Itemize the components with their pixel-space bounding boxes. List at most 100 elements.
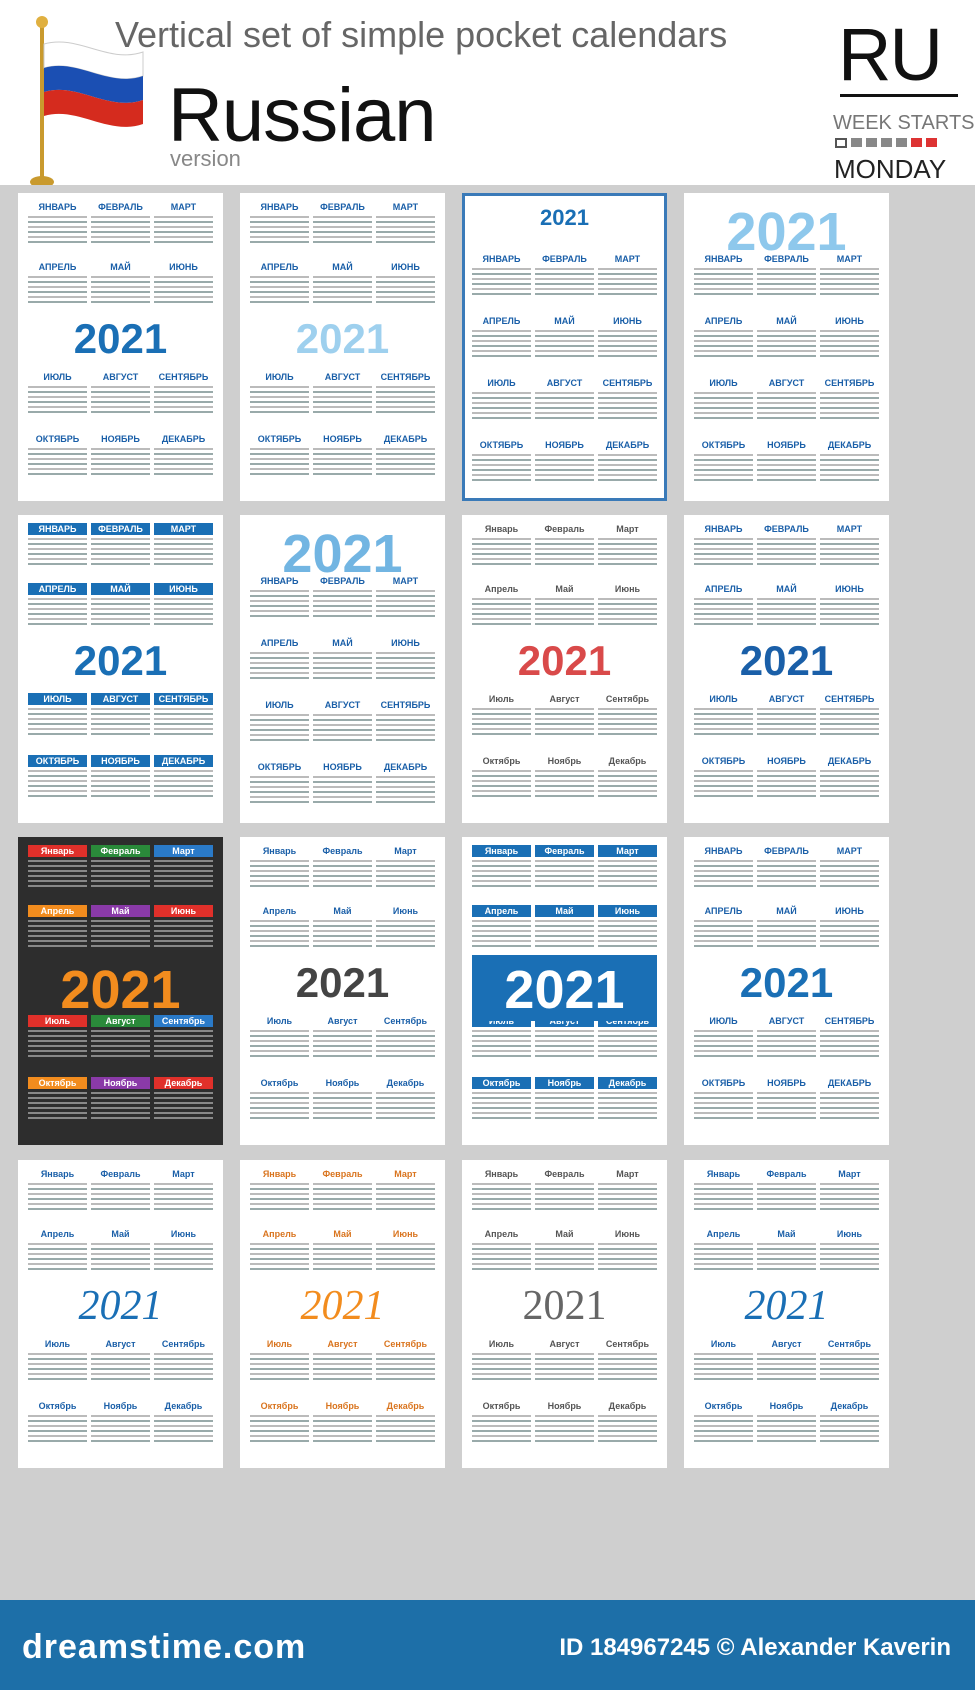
week-line [91, 925, 150, 927]
day-grid [250, 276, 309, 303]
week-line [376, 1440, 435, 1442]
day-grid [598, 920, 657, 947]
week-line [250, 406, 309, 408]
month-name: МАРТ [614, 254, 641, 264]
week-line [91, 401, 150, 403]
week-line [757, 454, 816, 456]
week-line [757, 1055, 816, 1057]
day-grid [820, 1030, 879, 1057]
week-line [598, 1363, 657, 1365]
week-line [376, 930, 435, 932]
month-row: Январь Февраль Март [240, 845, 445, 890]
week-line [535, 728, 594, 730]
day-grid [28, 708, 87, 735]
week-line [598, 1203, 657, 1205]
week-line [535, 538, 594, 540]
week-line [757, 860, 816, 862]
week-line [250, 216, 309, 218]
week-line [820, 459, 879, 461]
week-line [535, 1373, 594, 1375]
week-line [28, 216, 87, 218]
calendar-card: ЯНВАРЬ ФЕВРАЛЬ МАРТ АПРЕЛЬ МАЙ ИЮНЬ ИЮЛЬ АВГУСТ… [240, 515, 445, 823]
month-name: Сентябрь [383, 1339, 428, 1349]
week-line [694, 1420, 753, 1422]
month-name: ДЕКАБРЬ [383, 762, 428, 772]
week-line [694, 718, 753, 720]
week-line [598, 1035, 657, 1037]
month-block: МАРТ [154, 201, 213, 246]
month-name: Апрель [40, 1229, 75, 1239]
day-grid [694, 1243, 753, 1270]
week-line [376, 391, 435, 393]
week-line [472, 293, 531, 295]
month-block: ОКТЯБРЬ [28, 755, 87, 800]
month-block: Декабрь [598, 1077, 657, 1122]
day-grid [598, 860, 657, 887]
week-line [598, 920, 657, 922]
week-line [91, 770, 150, 772]
week-line [91, 733, 150, 735]
week-line [757, 553, 816, 555]
month-row: Июль Август Сентябрь [462, 1338, 667, 1383]
week-line [250, 276, 309, 278]
day-marker [881, 138, 892, 147]
month-row: ОКТЯБРЬ НОЯБРЬ ДЕКАБРЬ [684, 439, 889, 484]
day-grid [598, 770, 657, 797]
month-block: ДЕКАБРЬ [376, 761, 435, 806]
week-line [535, 1248, 594, 1250]
week-line [376, 1208, 435, 1210]
week-line [757, 925, 816, 927]
week-line [250, 1243, 309, 1245]
week-line [250, 1435, 309, 1437]
month-name: СЕНТЯБРЬ [380, 700, 431, 710]
week-line [376, 1045, 435, 1047]
week-line [28, 448, 87, 450]
week-line [694, 278, 753, 280]
week-line [757, 278, 816, 280]
week-line [28, 291, 87, 293]
week-line [91, 458, 150, 460]
week-line [154, 785, 213, 787]
month-name: Сентябрь [827, 1339, 872, 1349]
week-line [598, 860, 657, 862]
week-line [598, 1268, 657, 1270]
week-line [28, 780, 87, 782]
week-line [535, 790, 594, 792]
week-line [757, 293, 816, 295]
week-line [598, 459, 657, 461]
month-block: Октябрь [28, 1077, 87, 1122]
week-line [598, 1092, 657, 1094]
year-label: 2021 [73, 637, 168, 684]
week-line [694, 775, 753, 777]
month-name: МАЙ [91, 583, 150, 595]
week-line [820, 1193, 879, 1195]
week-line [91, 785, 150, 787]
month-block: Октябрь [694, 1400, 753, 1445]
week-line [154, 880, 213, 882]
month-name: Февраль [766, 1169, 807, 1179]
week-line [757, 790, 816, 792]
week-line [535, 865, 594, 867]
week-line [820, 1050, 879, 1052]
week-line [694, 1268, 753, 1270]
month-row: АПРЕЛЬ МАЙ ИЮНЬ [18, 583, 223, 628]
week-line [535, 1055, 594, 1057]
month-block: Декабрь [598, 1400, 657, 1445]
week-line [472, 1030, 531, 1032]
month-block: ИЮЛЬ [694, 377, 753, 422]
week-line [535, 1430, 594, 1432]
week-line [757, 1040, 816, 1042]
week-line [91, 301, 150, 303]
week-line [598, 608, 657, 610]
day-grid [313, 1353, 372, 1380]
week-line [694, 1183, 753, 1185]
month-name: Январь [40, 1169, 75, 1179]
week-line [250, 448, 309, 450]
month-row: ИЮЛЬ АВГУСТ СЕНТЯБРЬ [18, 693, 223, 738]
week-line [28, 553, 87, 555]
week-line [598, 1435, 657, 1437]
week-line [154, 945, 213, 947]
week-line [820, 1045, 879, 1047]
month-name: ФЕВРАЛЬ [91, 523, 150, 535]
day-grid [154, 538, 213, 565]
